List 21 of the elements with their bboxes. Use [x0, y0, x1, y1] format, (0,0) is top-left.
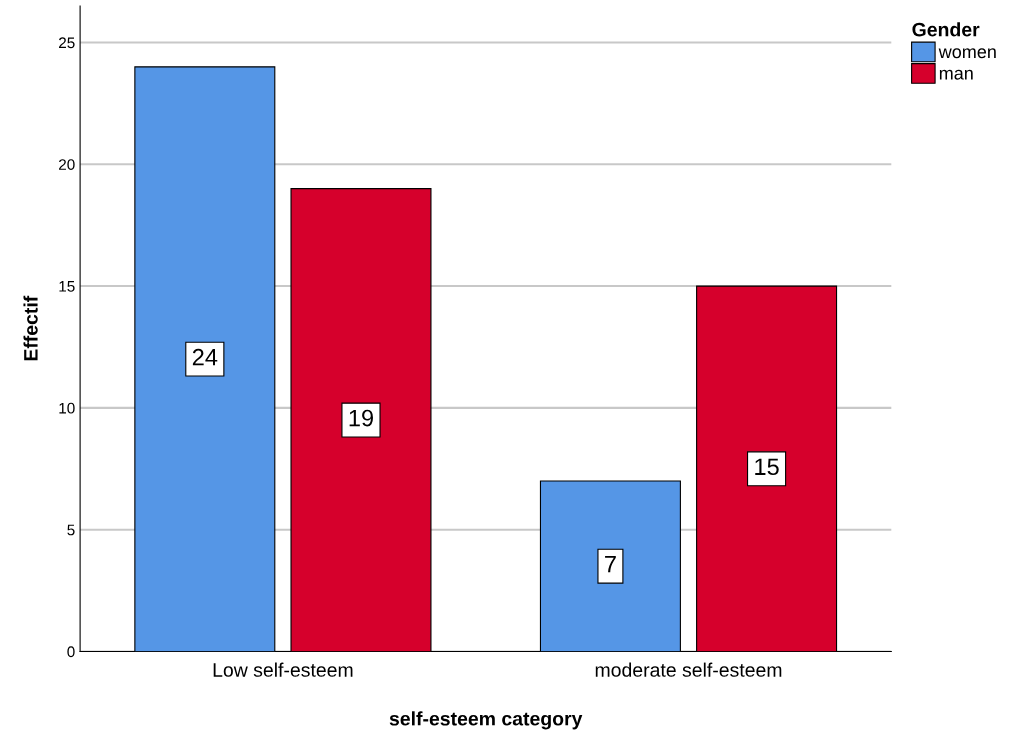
bar — [539, 480, 681, 652]
bar — [696, 285, 838, 652]
legend-label: women — [938, 48, 996, 59]
legend-label: man — [939, 69, 973, 80]
data-label: 15 — [755, 458, 779, 476]
y-tick-label: 25 — [59, 37, 75, 49]
data-label: 7 — [605, 556, 616, 573]
x-tick-label: moderate self-esteem — [595, 662, 782, 677]
bar — [134, 66, 276, 652]
y-tick-label: 20 — [59, 159, 75, 170]
y-tick-label: 5 — [67, 524, 75, 536]
y-tick-label: 15 — [59, 281, 75, 292]
x-axis-title: self-esteem category — [389, 711, 583, 730]
x-tick-label: Low self-esteem — [213, 662, 353, 677]
data-label: 19 — [349, 409, 373, 427]
legend-title: Gender — [912, 22, 980, 37]
y-tick-label: 0 — [67, 646, 75, 658]
data-label: 24 — [192, 348, 218, 366]
bar — [290, 188, 432, 652]
y-axis-title: Effectif — [23, 295, 38, 361]
y-tick-label: 10 — [59, 402, 75, 414]
